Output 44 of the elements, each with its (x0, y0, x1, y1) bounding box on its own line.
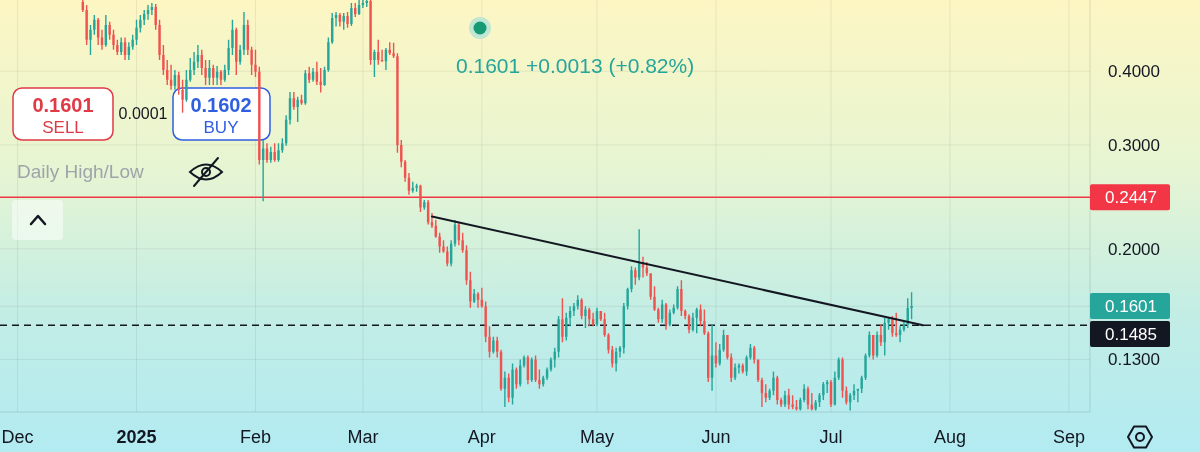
candlestick (261, 139, 265, 202)
annotation: 0.1601 (32, 94, 94, 116)
candlestick (568, 306, 572, 327)
candlestick (169, 64, 173, 90)
x-tick-label: Feb (239, 427, 271, 447)
candlestick (334, 11, 338, 27)
x-tick-label: Sep (1052, 427, 1085, 447)
x-tick-label: Aug (933, 427, 966, 447)
candlestick (150, 2, 154, 15)
candlestick (714, 342, 718, 368)
candlestick (710, 324, 714, 391)
candlestick (879, 324, 883, 346)
x-tick-label: Jul (819, 427, 843, 447)
text: 0.1601 +0.0013 (+0.82%) (456, 54, 695, 77)
ref-line-label: 0.2447 (1105, 187, 1157, 207)
candlestick (215, 66, 219, 86)
y-tick-label: 0.2000 (1108, 239, 1160, 259)
x-tick-label: 2025 (116, 427, 157, 447)
candlestick (852, 384, 856, 400)
candlestick (503, 371, 507, 407)
annotation: Daily High/Low (17, 161, 144, 182)
y-tick-label: 0.4000 (1108, 61, 1160, 81)
x-tick-label: Mar (347, 427, 379, 447)
ref-line-label: 0.1485 (1105, 324, 1157, 344)
x-tick-label: Apr (467, 427, 496, 447)
candlestick (361, 0, 365, 8)
text: 0.1601 (1105, 296, 1157, 316)
candlestick (810, 393, 814, 411)
candlestick (637, 229, 641, 281)
x-tick-label: Dec (1, 427, 34, 447)
candlestick (146, 4, 150, 20)
annotation: 0.1602 (190, 94, 252, 116)
candlestick (430, 213, 434, 229)
candlestick (196, 45, 200, 69)
x-tick-label: Jun (701, 427, 731, 447)
y-tick-label: 0.3000 (1108, 135, 1160, 155)
y-tick-label: 0.1300 (1108, 349, 1160, 369)
candlestick (737, 363, 741, 374)
candlestick (380, 49, 384, 62)
annotation: 0.0001 (118, 105, 168, 122)
x-tick-label: May (579, 427, 614, 447)
annotation: SELL (42, 118, 84, 137)
candlestick (856, 388, 860, 403)
annotation: BUY (203, 118, 239, 137)
